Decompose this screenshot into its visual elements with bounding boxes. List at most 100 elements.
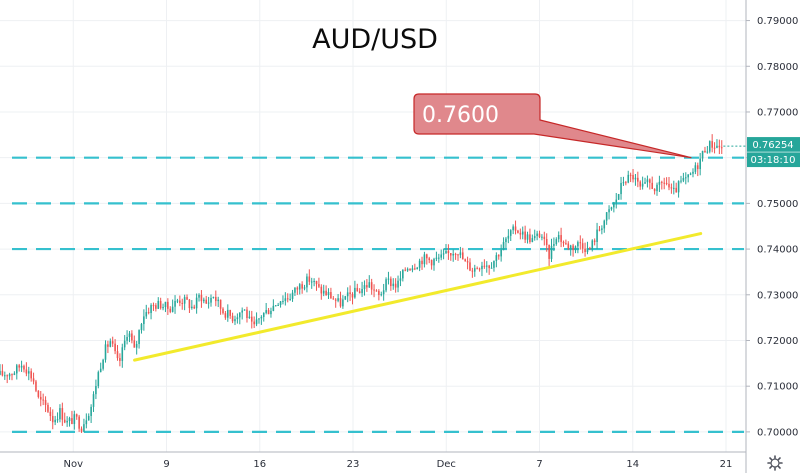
candle-body [334,299,337,301]
callout-shape [413,93,692,159]
candle-body [668,183,670,188]
candle-body [85,420,88,425]
candle-body [90,406,92,416]
candle-body [505,238,507,243]
candle-body [174,300,176,307]
candle-body [641,183,644,187]
candle-body [198,294,200,298]
candle-body [143,316,145,325]
candle-body [713,147,716,149]
candle-body [622,182,625,184]
candle-body [718,145,721,148]
candle-body [629,174,632,176]
x-tick-label: 9 [163,459,169,470]
candle-body [598,229,601,231]
candle-body [454,253,457,255]
candle-body [490,267,493,269]
candle-body [313,280,315,282]
candle-body [44,399,47,405]
candle-body [54,419,56,423]
candle-body [18,365,20,368]
candle-body [104,344,107,360]
candle-body [687,174,689,178]
candle-body [224,313,227,318]
time-axis-labels[interactable]: Nov 9 16 23 Dec 7 14 21 [64,459,733,470]
candle-body [255,319,258,325]
candle-body [545,239,548,245]
candle-body [385,279,387,291]
candle-body [615,199,618,203]
candle-body [1,370,4,376]
candle-body [265,310,267,313]
candle-body [95,386,97,395]
candle-body [452,253,454,256]
candle-body [461,252,464,260]
candle-body [392,283,395,287]
candle-body [92,394,95,407]
candle-body [49,411,52,417]
candle-body [107,344,109,347]
candle-body [390,278,392,287]
candle-body [497,255,500,257]
candle-body [363,285,366,290]
candle-body [59,408,61,420]
candle-body [632,174,634,180]
candle-body [375,290,378,292]
candle-body [601,228,603,230]
candle-body [524,231,526,240]
candle-body [653,188,656,192]
candle-body [15,365,18,374]
candle-body [397,280,399,288]
candle-body [692,171,694,174]
candle-body [644,182,646,184]
candle-body [250,316,253,322]
candle-body [330,292,332,299]
candle-body [471,270,474,272]
candle-body [605,212,608,221]
candle-body [212,296,215,298]
candle-body [620,182,622,195]
candle-body [203,299,205,302]
candle-body [97,372,100,387]
candle-body [387,278,390,280]
candle-body [481,265,483,270]
support-trendline[interactable] [133,232,703,362]
candle-body [3,375,6,377]
candle-body [445,251,447,254]
candle-body [181,302,184,304]
candle-body [610,207,613,210]
candle-body [418,260,421,268]
candle-body [73,414,76,424]
candle-body [234,319,236,322]
candle-body [162,306,164,309]
candle-body [66,420,68,423]
candle-body [241,310,243,313]
y-tick-label: 0.78000 [757,62,798,73]
candle-body [617,194,620,200]
candle-body [565,243,567,245]
candle-body [294,287,296,293]
candle-body [210,297,212,303]
candle-body [483,265,486,267]
candle-body [183,297,186,304]
candle-body [68,418,71,421]
price-callout[interactable]: 0.7600 [413,93,692,159]
candle-body [123,340,126,348]
candle-body [435,257,438,259]
candle-body [502,242,505,250]
candle-body [488,265,490,269]
candle-body [195,297,198,309]
candle-body [581,243,584,249]
x-tick-label: 14 [626,459,639,470]
candle-body [37,390,40,397]
candle-body [42,399,44,401]
candle-body [145,312,148,317]
candle-body [529,234,531,242]
gear-icon[interactable] [767,455,783,471]
candle-body [699,158,701,170]
candle-body [155,305,157,309]
candle-body [191,306,193,309]
candle-body [193,306,196,309]
candle-body [658,181,661,185]
